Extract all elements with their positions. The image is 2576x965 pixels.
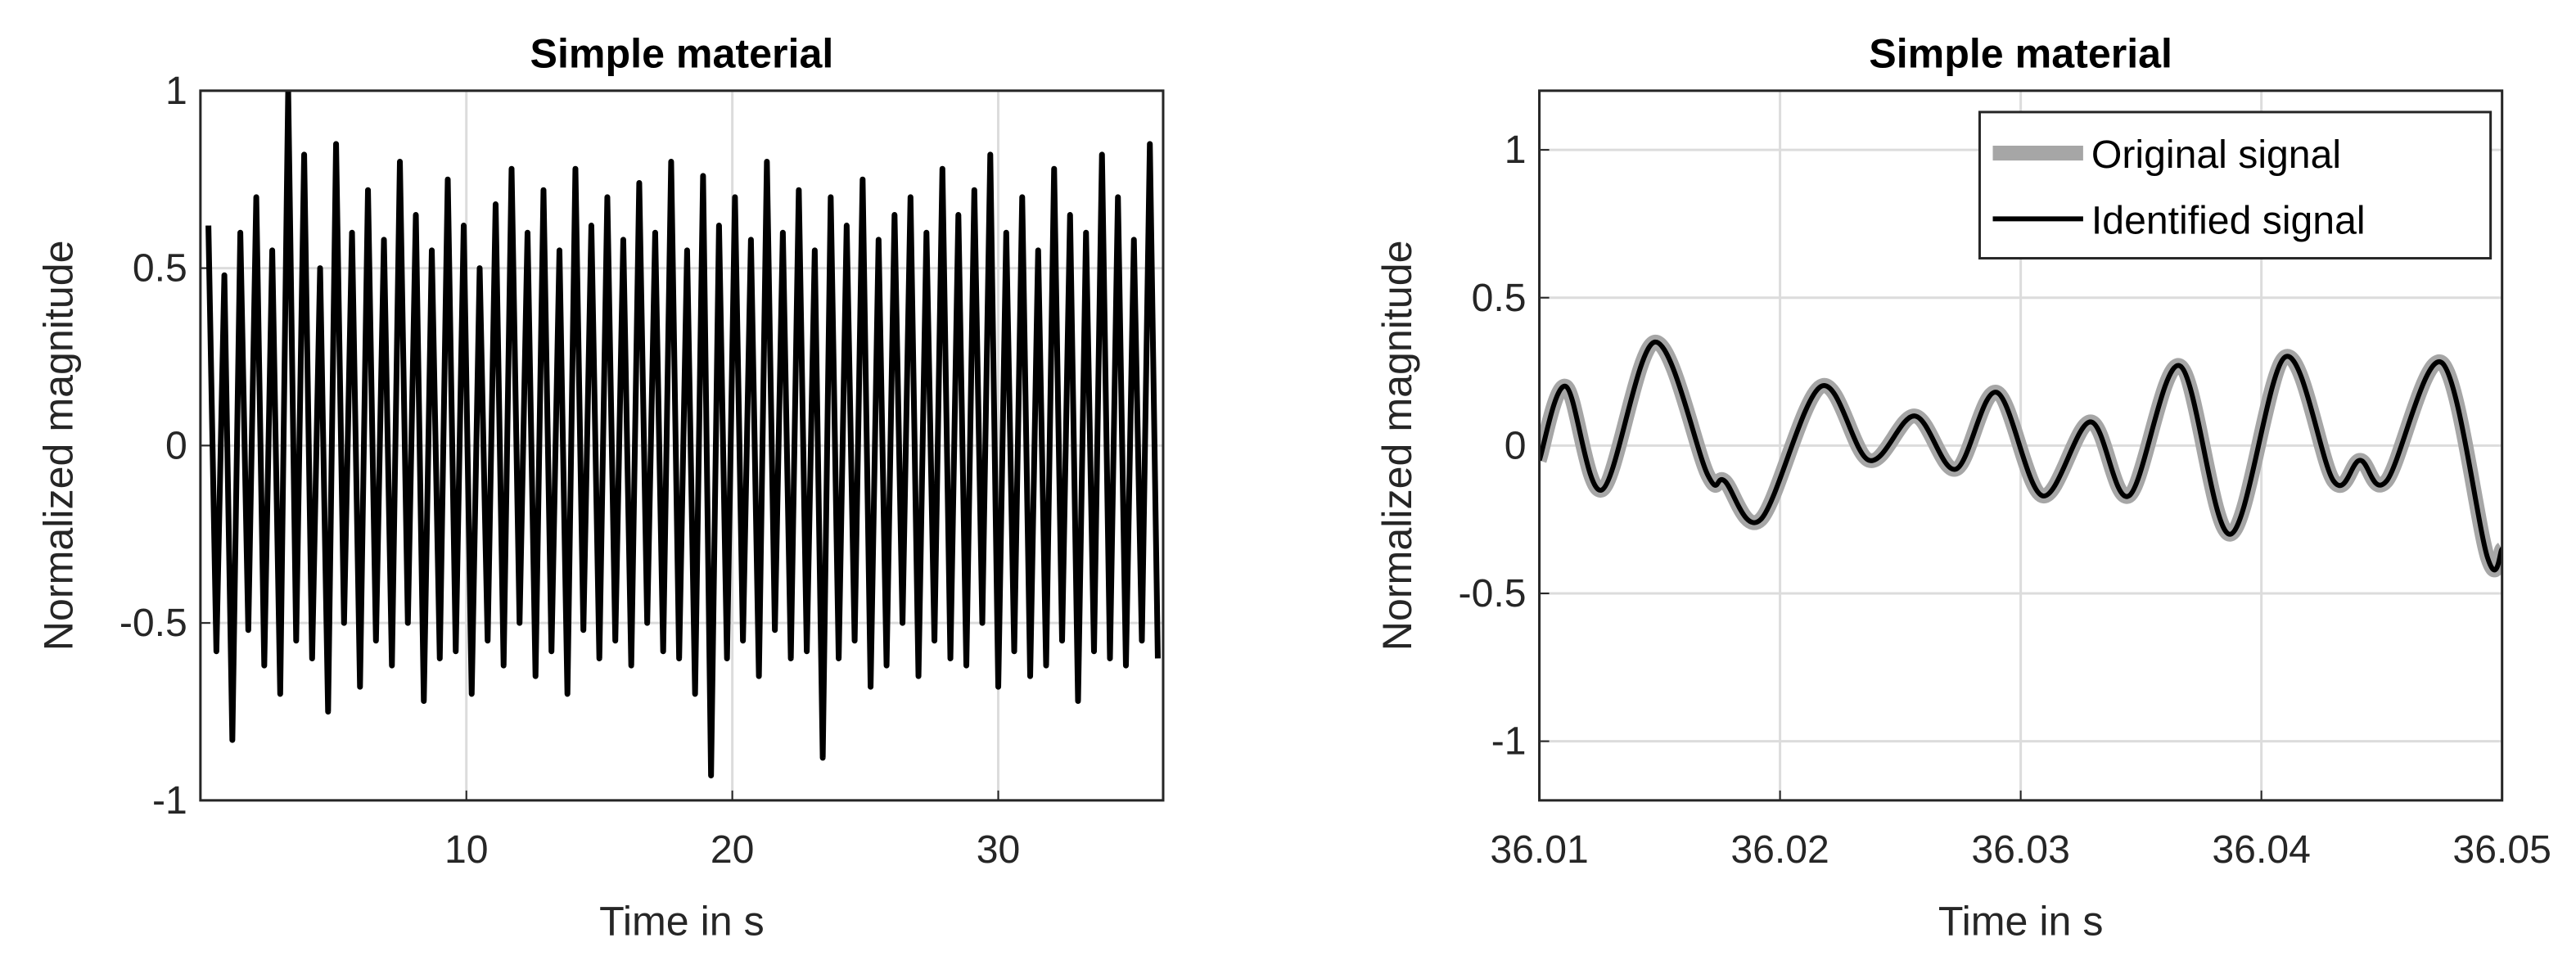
y-tick-label: 1 [1505,128,1527,172]
y-tick-label: 0.5 [1472,276,1527,320]
legend-label: Original signal [2091,133,2341,177]
y-tick-label: -1 [152,778,187,823]
x-tick-label: 20 [711,827,755,872]
x-axis-label: Time in s [599,898,765,944]
data-line [1539,339,2502,573]
x-tick-label: 36.02 [1730,827,1829,872]
y-tick-label: 0.5 [133,246,187,291]
y-axis-label: Normalized magnitude [35,240,81,651]
series-group [1539,334,2502,578]
legend-box [1978,110,2493,260]
y-tick-label: -0.5 [120,601,187,645]
y-tick-label: 1 [165,69,187,113]
x-tick-label: 36.03 [1971,827,2070,872]
legend-label: Identified signal [2091,198,2366,242]
series-group [205,90,1161,779]
x-tick-label: 30 [977,827,1021,872]
x-axis-label: Time in s [1938,898,2104,944]
y-tick-label: -0.5 [1459,571,1527,616]
x-tick-label: 36.01 [1490,827,1589,872]
chart-title: Simple material [530,31,834,77]
chart-title: Simple material [1869,31,2172,77]
x-tick-label: 36.05 [2452,827,2551,872]
x-tick-label: 36.04 [2212,827,2311,872]
data-line [205,90,1161,779]
y-tick-label: -1 [1491,719,1527,764]
y-axis-label: Normalized magnitude [1374,240,1420,651]
y-tick-label: 0 [1505,423,1527,467]
axes-box [1538,89,2504,802]
y-tick-label: 0 [165,423,187,467]
axes-box [199,89,1165,802]
x-tick-label: 10 [444,827,489,872]
